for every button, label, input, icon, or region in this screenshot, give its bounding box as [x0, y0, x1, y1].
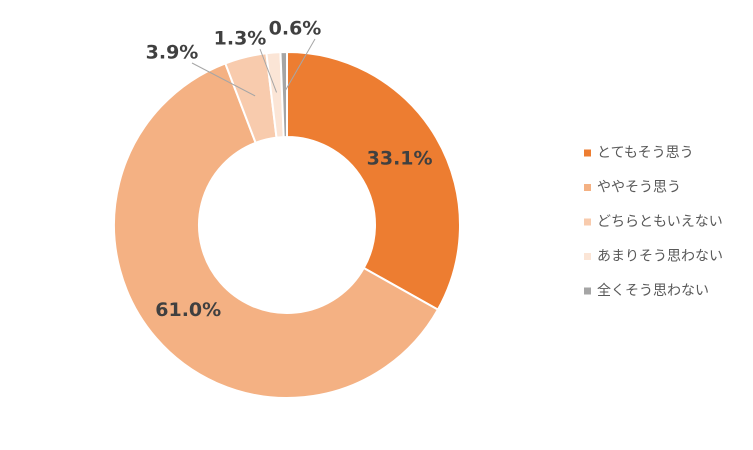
legend-label: とてもそう思う: [597, 145, 694, 161]
legend-label: どちらともいえない: [597, 214, 723, 230]
data-label: 1.3%: [214, 28, 267, 50]
leader-line: [284, 38, 316, 93]
legend-swatch: [584, 149, 591, 157]
data-label: 3.9%: [146, 42, 199, 64]
donut-slice: [279, 50, 288, 139]
data-label: 0.6%: [269, 18, 322, 40]
legend-swatch: [584, 287, 591, 295]
leader-line: [259, 48, 278, 93]
legend-swatch: [584, 218, 591, 226]
legend-swatch: [584, 184, 591, 191]
donut-slice: [113, 62, 440, 399]
donut-slice: [286, 50, 461, 311]
legend-swatch: [584, 253, 591, 260]
data-label: 33.1%: [367, 148, 433, 170]
leader-line: [191, 62, 256, 97]
legend-label: あまりそう思わない: [597, 249, 723, 265]
data-label: 61.0%: [155, 299, 221, 321]
legend-label: ややそう思う: [597, 180, 681, 196]
legend-label: 全くそう思わない: [597, 282, 709, 299]
